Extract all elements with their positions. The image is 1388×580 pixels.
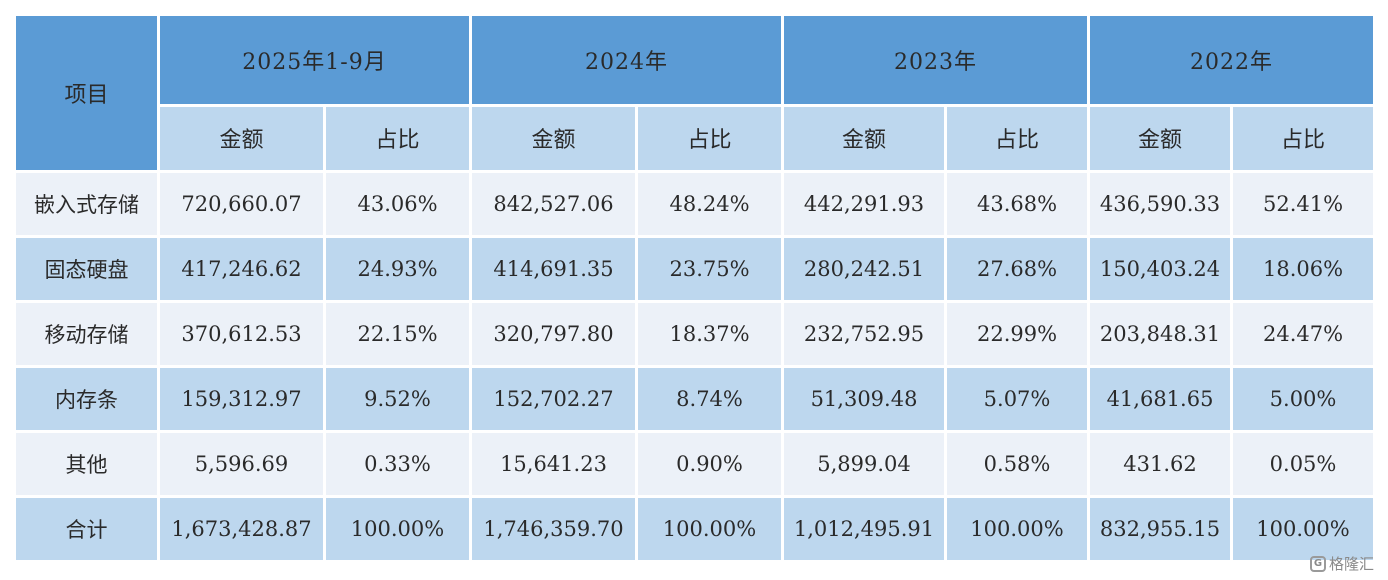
share-cell: 100.00% [947,498,1088,560]
item-column-header: 项目 [16,16,157,170]
share-cell: 0.58% [947,433,1088,495]
gelonghui-logo-icon: G [1309,555,1326,572]
amount-header: 金额 [1090,106,1231,170]
year-header: 2022年 [1090,16,1374,104]
year-header: 2024年 [472,16,782,104]
amount-cell: 414,691.35 [472,238,636,300]
amount-cell: 232,752.95 [784,303,945,365]
amount-cell: 442,291.93 [784,173,945,235]
amount-cell: 159,312.97 [160,368,323,430]
share-cell: 0.33% [326,433,470,495]
amount-cell: 417,246.62 [160,238,323,300]
row-label: 合计 [16,498,157,560]
share-cell: 100.00% [326,498,470,560]
share-header: 占比 [1233,106,1374,170]
amount-cell: 431.62 [1090,433,1231,495]
share-cell: 22.99% [947,303,1088,365]
share-cell: 24.93% [326,238,470,300]
amount-cell: 320,797.80 [472,303,636,365]
share-header: 占比 [326,106,470,170]
share-cell: 100.00% [1233,498,1374,560]
share-cell: 8.74% [638,368,782,430]
share-cell: 0.05% [1233,433,1374,495]
amount-cell: 51,309.48 [784,368,945,430]
amount-header: 金额 [160,106,323,170]
amount-cell: 720,660.07 [160,173,323,235]
amount-cell: 15,641.23 [472,433,636,495]
total-row: 合计 1,673,428.87 100.00% 1,746,359.70 100… [16,498,1374,560]
amount-cell: 1,012,495.91 [784,498,945,560]
share-header: 占比 [947,106,1088,170]
share-cell: 43.06% [326,173,470,235]
table-row: 固态硬盘 417,246.62 24.93% 414,691.35 23.75%… [16,238,1374,300]
amount-cell: 41,681.65 [1090,368,1231,430]
share-cell: 24.47% [1233,303,1374,365]
year-header-row: 项目 2025年1-9月 2024年 2023年 2022年 [16,16,1374,170]
amount-cell: 152,702.27 [472,368,636,430]
year-header: 2025年1-9月 [160,16,470,104]
amount-cell: 150,403.24 [1090,238,1231,300]
table-row: 嵌入式存储 720,660.07 43.06% 842,527.06 48.24… [16,173,1374,235]
amount-header: 金额 [784,106,945,170]
amount-cell: 842,527.06 [472,173,636,235]
share-cell: 5.07% [947,368,1088,430]
row-label: 内存条 [16,368,157,430]
share-cell: 22.15% [326,303,470,365]
share-cell: 5.00% [1233,368,1374,430]
share-cell: 23.75% [638,238,782,300]
share-cell: 48.24% [638,173,782,235]
table-row: 移动存储 370,612.53 22.15% 320,797.80 18.37%… [16,303,1374,365]
amount-cell: 5,596.69 [160,433,323,495]
amount-cell: 1,673,428.87 [160,498,323,560]
share-cell: 27.68% [947,238,1088,300]
amount-cell: 436,590.33 [1090,173,1231,235]
table-row: 内存条 159,312.97 9.52% 152,702.27 8.74% 51… [16,368,1374,430]
share-cell: 0.90% [638,433,782,495]
share-cell: 18.06% [1233,238,1374,300]
row-label: 其他 [16,433,157,495]
amount-cell: 203,848.31 [1090,303,1231,365]
share-cell: 100.00% [638,498,782,560]
amount-cell: 5,899.04 [784,433,945,495]
amount-cell: 280,242.51 [784,238,945,300]
share-header: 占比 [638,106,782,170]
table-row: 其他 5,596.69 0.33% 15,641.23 0.90% 5,899.… [16,433,1374,495]
year-header: 2023年 [784,16,1088,104]
sub-header-row: 金额 占比 金额 占比 金额 占比 金额 占比 [16,106,1374,170]
share-cell: 18.37% [638,303,782,365]
amount-header: 金额 [472,106,636,170]
row-label: 嵌入式存储 [16,173,157,235]
row-label: 固态硬盘 [16,238,157,300]
amount-cell: 1,746,359.70 [472,498,636,560]
amount-cell: 832,955.15 [1090,498,1231,560]
row-label: 移动存储 [16,303,157,365]
financial-table: 项目 2025年1-9月 2024年 2023年 2022年 金额 占比 金额 … [13,13,1376,563]
share-cell: 43.68% [947,173,1088,235]
watermark-text: 格隆汇 [1328,555,1374,573]
watermark: G 格隆汇 [1309,553,1374,574]
amount-cell: 370,612.53 [160,303,323,365]
share-cell: 9.52% [326,368,470,430]
share-cell: 52.41% [1233,173,1374,235]
